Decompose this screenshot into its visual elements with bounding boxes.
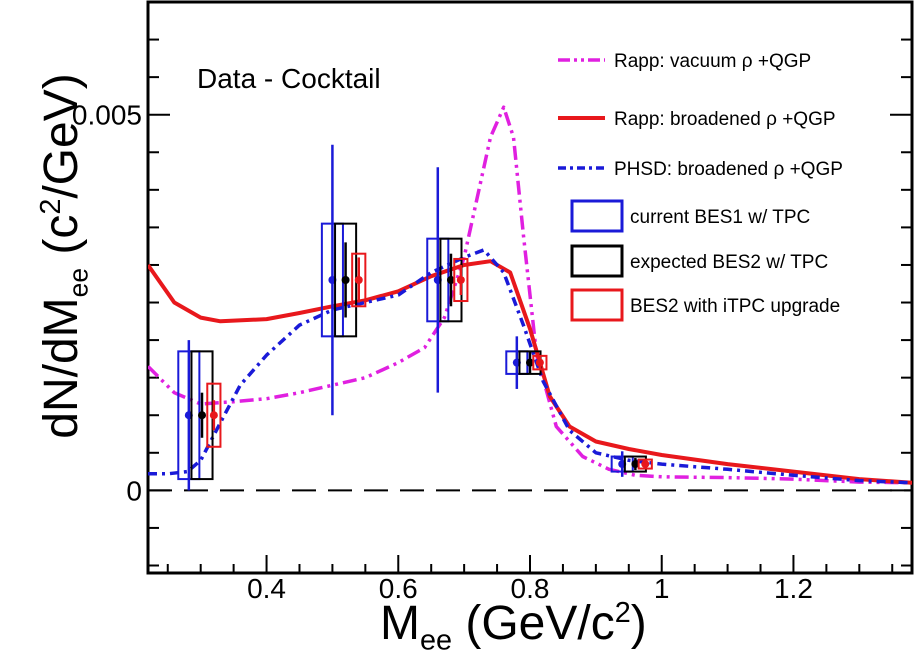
legend-label: expected BES2 w/ TPC — [630, 252, 828, 273]
x-tick-label: 0.4 — [247, 573, 286, 604]
x-tick-label: 0.8 — [511, 573, 550, 604]
data-point — [526, 358, 534, 367]
data-point — [631, 460, 640, 469]
legend-box-swatch — [570, 244, 624, 278]
x-tick-label: 1 — [654, 573, 670, 604]
x-tick-label: 1.2 — [774, 573, 813, 604]
systematic-box — [351, 252, 367, 308]
legend-box-swatch — [570, 288, 624, 322]
data-point — [446, 275, 455, 284]
data-point — [535, 358, 544, 367]
data-point — [641, 460, 650, 469]
y-tick-label: 0.005 — [72, 100, 142, 131]
data-point — [456, 275, 465, 284]
data-point — [341, 275, 350, 284]
systematic-box — [206, 382, 222, 448]
legend-box-swatch — [570, 199, 624, 233]
legend-label: Rapp: broadened ρ +QGP — [614, 109, 836, 130]
series-line — [148, 248, 912, 485]
systematic-box — [453, 257, 469, 303]
annotation-text: Data - Cocktail — [197, 63, 381, 94]
systematic-box — [637, 458, 653, 470]
x-axis-label: Mee (GeV/c2) — [380, 597, 647, 657]
data-point — [198, 411, 207, 420]
y-tick-label: 0 — [126, 475, 142, 506]
x-tick-label: 0.6 — [379, 573, 418, 604]
data-point — [354, 275, 363, 284]
series-line — [148, 259, 912, 485]
data-point — [209, 411, 218, 420]
series-line — [148, 105, 912, 485]
legend-label: current BES1 w/ TPC — [630, 207, 810, 228]
legend-label: BES2 with iTPC upgrade — [630, 296, 840, 317]
legend-label: Rapp: vacuum ρ +QGP — [614, 51, 811, 72]
legend-label: PHSD: broadened ρ +QGP — [614, 159, 843, 180]
y-axis-label: dN/dMee (c2/GeV) — [35, 73, 94, 439]
